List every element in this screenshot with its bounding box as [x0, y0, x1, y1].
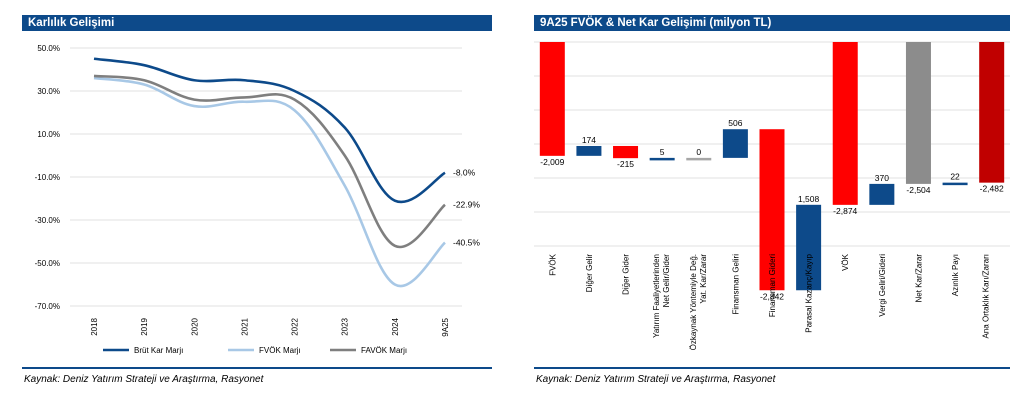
waterfall-bar: [539, 42, 565, 156]
bar-value-label: -2,842: [760, 291, 784, 301]
waterfall-chart: -2,009 FVÖK 174 Diğer Gelir -215 Diğer Gider 5…: [534, 41, 1010, 351]
right-divider: [534, 367, 1010, 369]
x-tick-label: 2019: [140, 317, 149, 335]
y-tick-label: -30.0%: [35, 216, 60, 225]
x-category-label: Azınlık Payı: [951, 254, 960, 296]
waterfall-bar: [613, 145, 639, 159]
bar-value-label: -215: [617, 159, 634, 169]
x-category-label: Vergi Geliri/Gideri: [878, 254, 887, 317]
y-tick-label: 50.0%: [37, 44, 60, 53]
x-category-label: Finansman Gideri: [768, 254, 777, 317]
bar-value-label: 506: [728, 118, 742, 128]
bar-value-label: 370: [875, 173, 889, 183]
y-tick-label: 30.0%: [37, 87, 60, 96]
bar-value-label: 0: [696, 147, 701, 157]
x-category-label: Özkaynak Yöntemiyle Değ.Yat. Kar/Zarar: [689, 254, 708, 351]
bar-value-label: 1,508: [798, 194, 820, 204]
x-category-label: FVÖK: [548, 253, 557, 275]
x-category-label: Net Kar/Zarar: [914, 254, 923, 303]
left-chart-title: Karlılık Gelişimi: [22, 15, 492, 31]
x-tick-label: 2024: [391, 317, 400, 335]
waterfall-bar: [722, 129, 748, 158]
left-chart-panel: Karlılık Gelişimi 50.0% 30.0% 10.0% -10.0% -…: [0, 0, 510, 412]
series-line: [93, 74, 446, 249]
bar-value-label: -2,482: [980, 184, 1004, 194]
x-category-label: Ana Ortaklık Karı/Zararı: [982, 254, 991, 338]
right-chart-title: 9A25 FVÖK & Net Kar Gelişimi (milyon TL): [534, 15, 1010, 31]
x-category-label: VÖK: [841, 253, 850, 271]
bar-value-label: -2,874: [833, 206, 857, 216]
series-end-label: -40.5%: [453, 238, 480, 248]
line-chart: 50.0% 30.0% 10.0% -10.0% -30.0% -50.0% -70.0% 2…: [35, 44, 481, 355]
right-source-note: Kaynak: Deniz Yatırım Strateji ve Araştı…: [536, 374, 776, 385]
waterfall-bar: [686, 157, 712, 161]
bar-value-label: -2,009: [540, 157, 564, 167]
waterfall-bar: [649, 157, 675, 161]
series-line: [93, 76, 446, 288]
y-tick-label: 10.0%: [37, 130, 60, 139]
right-chart-panel: 9A25 FVÖK & Net Kar Gelişimi (milyon TL)…: [512, 0, 1024, 412]
x-category-label: Parasal Kazanç/Kayıp: [805, 253, 814, 332]
series-end-label: -8.0%: [453, 168, 476, 178]
waterfall-bar: [576, 145, 602, 156]
y-tick-label: -10.0%: [35, 173, 60, 182]
x-category-label: Diğer Gider: [622, 254, 631, 295]
waterfall-bar: [832, 42, 858, 205]
x-tick-label: 2018: [90, 317, 99, 335]
x-tick-label: 2023: [341, 317, 350, 335]
waterfall-bar: [796, 204, 822, 291]
left-source-note: Kaynak: Deniz Yatırım Strateji ve Araştı…: [24, 374, 264, 385]
waterfall-bar: [979, 42, 1005, 183]
legend-label: FAVÖK Marjı: [361, 346, 407, 355]
y-tick-label: -50.0%: [35, 259, 60, 268]
left-divider: [22, 367, 492, 369]
legend-label: Brüt Kar Marjı: [134, 346, 183, 355]
x-tick-label: 2020: [190, 317, 199, 335]
bar-value-label: -2,504: [906, 185, 930, 195]
x-tick-label: 9A25: [441, 317, 450, 336]
bar-value-label: 22: [950, 172, 960, 182]
bar-value-label: 174: [582, 135, 596, 145]
legend-label: FVÖK Marjı: [259, 346, 301, 355]
x-category-label: Yatırım FaaliyetlerindenNet Gelir/Gider: [652, 254, 671, 338]
waterfall-bar: [869, 183, 895, 205]
waterfall-bar: [942, 182, 968, 186]
x-tick-label: 2021: [240, 317, 249, 335]
series-line: [93, 57, 446, 204]
x-tick-label: 2022: [291, 317, 300, 335]
bar-value-label: 5: [660, 147, 665, 157]
waterfall-bar: [905, 42, 931, 184]
x-category-label: Diğer Gelir: [585, 254, 594, 293]
series-end-label: -22.9%: [453, 200, 480, 210]
y-tick-label: -70.0%: [35, 302, 60, 311]
waterfall-bar: [759, 129, 785, 291]
x-category-label: Finansman Geliri: [731, 254, 740, 315]
